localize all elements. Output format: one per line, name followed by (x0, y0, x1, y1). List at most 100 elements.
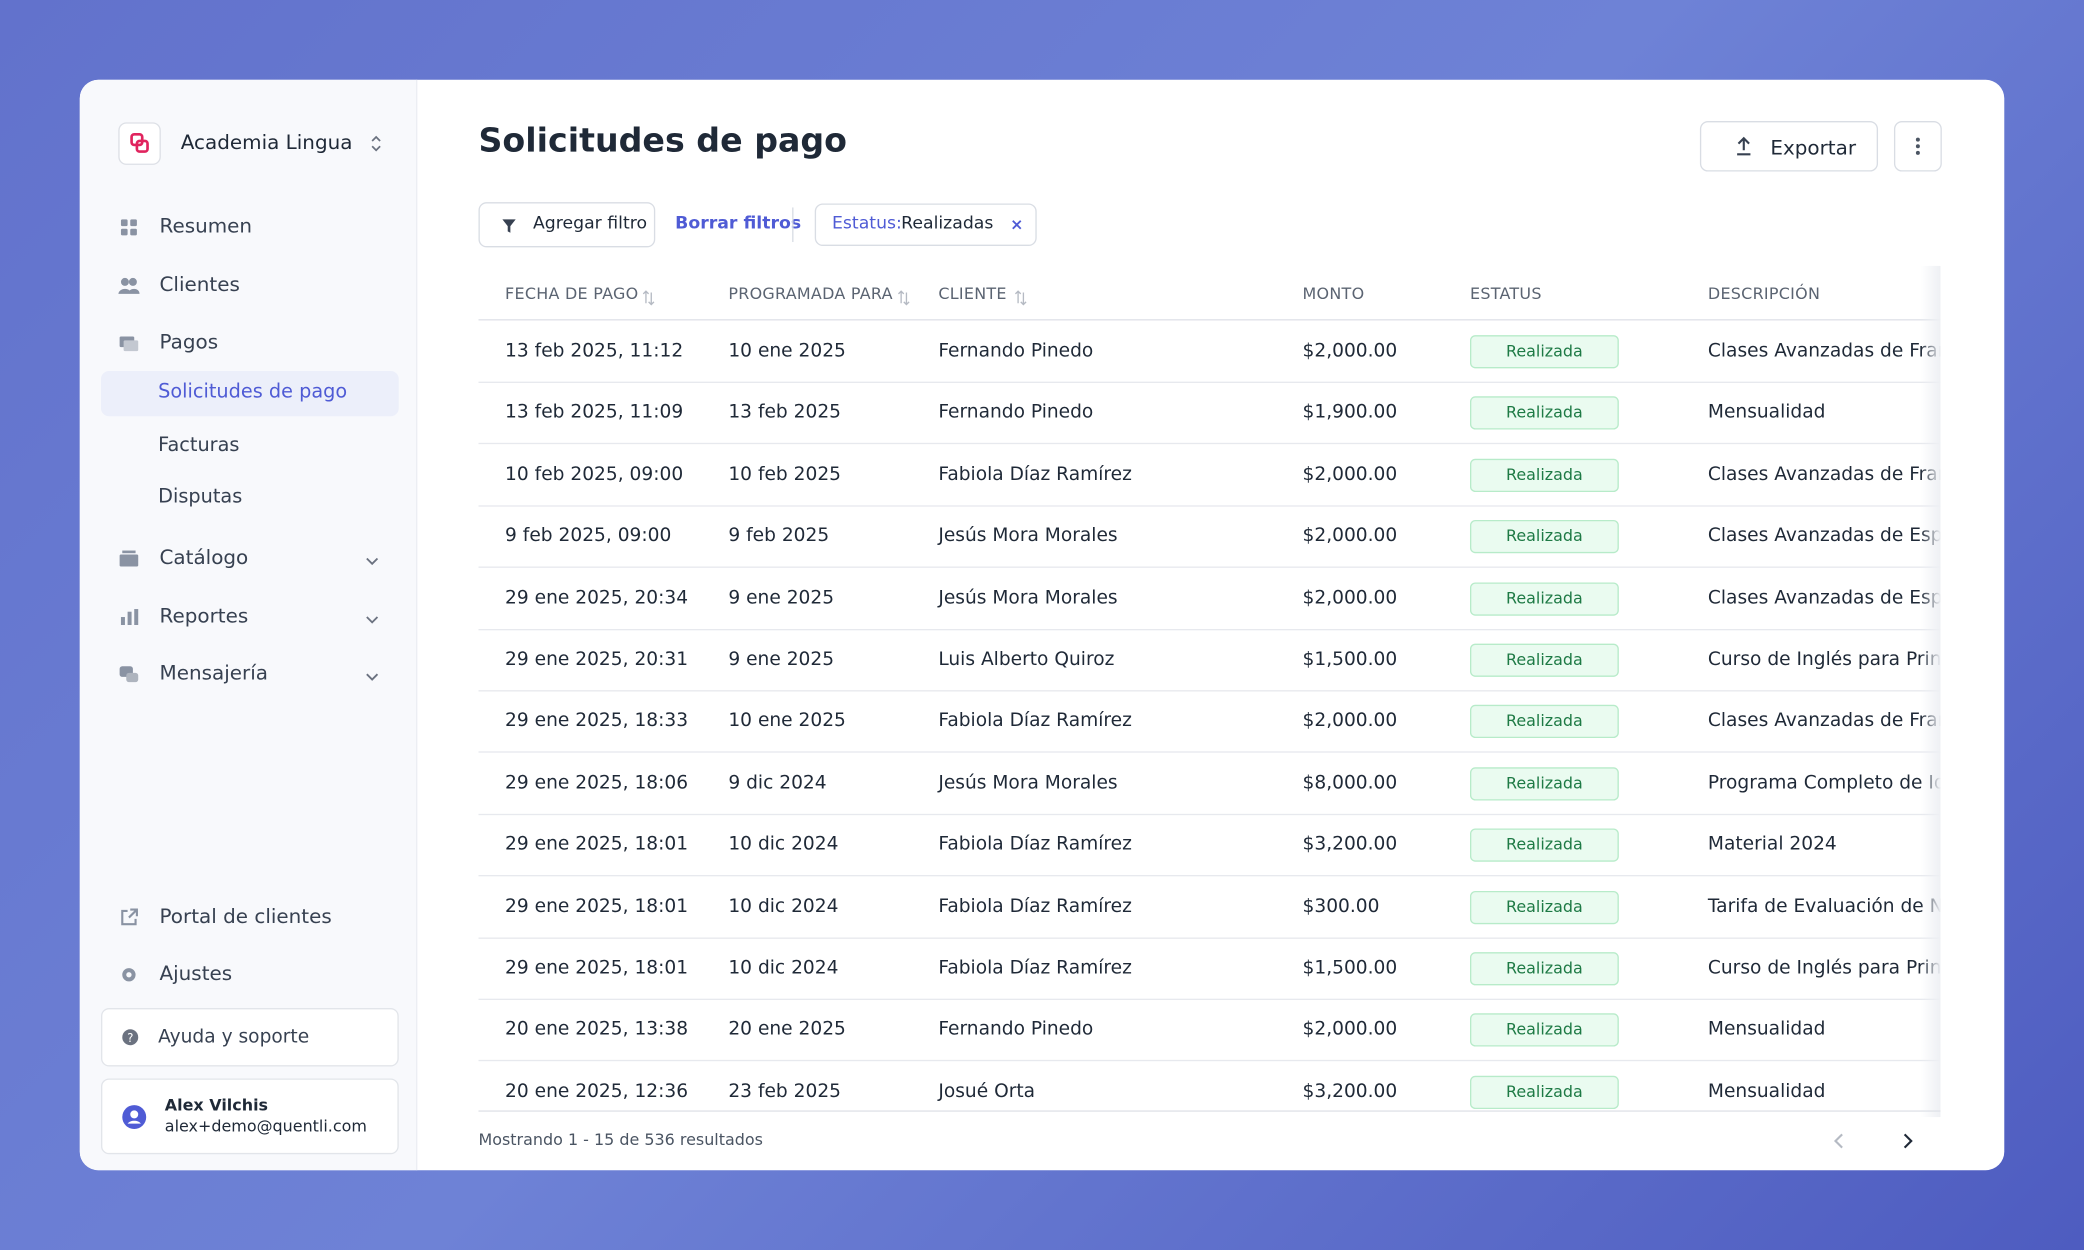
sort-icon (642, 286, 655, 311)
cell: Curso de Inglés para Princi (1707, 648, 1941, 671)
cell: 10 dic 2024 (728, 895, 839, 918)
table-row[interactable]: 29 ene 2025, 18:33 10 ene 2025 Fabiola Día… (478, 691, 1941, 754)
sort-icon (1014, 286, 1027, 311)
table-row[interactable]: 9 feb 2025, 09:00 9 feb 2025 Jesús Mora Mo… (478, 506, 1941, 569)
table-row[interactable]: 20 ene 2025, 12:36 23 feb 2025 Josué Orta $… (478, 1061, 1940, 1110)
next-page[interactable] (1899, 1132, 1915, 1151)
chevron (364, 607, 380, 632)
add-filter-button[interactable]: Agregar filtro (478, 202, 656, 248)
chevron (364, 549, 380, 574)
nav-item[interactable]: Catálogo (159, 545, 249, 570)
org-logo (118, 122, 161, 165)
cell: Clases Avanzadas de Franc (1707, 463, 1941, 486)
cell: Jesús Mora Morales (938, 772, 1118, 794)
status-badge: Realizada (1469, 1013, 1619, 1048)
nav-item[interactable]: Pagos (159, 330, 219, 355)
cell: Jesús Mora Morales (938, 525, 1118, 547)
cell: 20 ene 2025, 13:38 (505, 1019, 689, 1041)
table-row[interactable]: 13 feb 2025, 11:09 13 feb 2025 Fernando Pi… (478, 382, 1941, 445)
cell: 10 feb 2025 (728, 463, 842, 486)
footer-rule (478, 1110, 1941, 1112)
cell: $2,000.00 (1302, 587, 1398, 609)
help-box[interactable]: ? Ayuda y soporte (101, 1007, 399, 1067)
nav-item[interactable]: Resumen (159, 214, 253, 239)
org-switch[interactable] (369, 133, 382, 154)
cell: 13 feb 2025 (728, 402, 842, 424)
table-row[interactable]: 29 ene 2025, 18:01 10 dic 2024 Fabiola Día… (478, 814, 1941, 877)
more-button[interactable] (1893, 121, 1942, 172)
sub-nav-item[interactable]: Disputas (158, 486, 243, 508)
cell: $8,000.00 (1302, 772, 1398, 794)
cell: Mensualidad (1707, 402, 1826, 424)
icon (118, 333, 139, 354)
icon (118, 606, 139, 627)
nav-item[interactable]: Ajustes (159, 961, 233, 986)
cell: Fernando Pinedo (938, 402, 1094, 424)
sub-nav-item[interactable]: Facturas (158, 434, 240, 456)
nav-item[interactable]: Reportes (159, 603, 249, 628)
cell: $300.00 (1302, 895, 1380, 918)
cell: 29 ene 2025, 20:31 (505, 648, 689, 671)
status-badge: Realizada (1469, 952, 1619, 986)
cell: 29 ene 2025, 18:01 (505, 895, 689, 918)
cell: 29 ene 2025, 18:06 (505, 772, 689, 794)
export-button[interactable]: Exportar (1699, 121, 1879, 172)
nav-item[interactable]: Clientes (159, 272, 240, 297)
cell: Fabiola Díaz Ramírez (938, 834, 1132, 856)
column-header[interactable]: FECHA DE PAGO (505, 284, 639, 304)
clear-filters[interactable]: Borrar filtros (675, 214, 802, 235)
cell: 23 feb 2025 (728, 1080, 842, 1103)
table-row[interactable]: 29 ene 2025, 20:31 9 ene 2025 Luis Alberto… (478, 629, 1941, 692)
cell: Material 2024 (1707, 834, 1837, 856)
cell: Clases Avanzadas de Franc (1707, 340, 1941, 362)
status-badge: Realizada (1469, 643, 1619, 677)
chevron (364, 665, 380, 690)
table-row[interactable]: 10 feb 2025, 09:00 10 feb 2025 Fabiola Día… (478, 444, 1941, 507)
cell: 9 ene 2025 (728, 587, 835, 609)
status-badge: Realizada (1469, 828, 1619, 862)
cell: Luis Alberto Quiroz (938, 648, 1115, 671)
table-row[interactable]: 29 ene 2025, 18:01 10 dic 2024 Fabiola Día… (478, 938, 1941, 1001)
scroll-shadow (1920, 265, 1941, 1118)
cell: Mensualidad (1707, 1019, 1826, 1041)
cell: Jesús Mora Morales (938, 587, 1118, 609)
status-badge: Realizada (1469, 705, 1619, 739)
cell: $2,000.00 (1302, 463, 1398, 486)
user-box[interactable]: Alex Vilchis alex+demo@quentli.com (101, 1078, 399, 1155)
org-name[interactable]: Academia Lingua (180, 130, 353, 155)
cell: 20 ene 2025, 12:36 (505, 1080, 689, 1103)
table-row[interactable]: 29 ene 2025, 20:34 9 ene 2025 Jesús Mora M… (478, 567, 1941, 630)
cell: 10 ene 2025 (728, 340, 846, 362)
cell: Clases Avanzadas de Espa (1707, 587, 1941, 609)
column-header: ESTATUS (1469, 284, 1542, 304)
icon (118, 548, 139, 569)
table-row[interactable]: 29 ene 2025, 18:01 10 dic 2024 Fabiola Día… (478, 876, 1941, 939)
status-badge: Realizada (1469, 335, 1619, 369)
table-row[interactable]: 20 ene 2025, 13:38 20 ene 2025 Fernando Pi… (478, 999, 1941, 1062)
cell: Clases Avanzadas de Espa (1707, 525, 1941, 547)
table-row[interactable]: 13 feb 2025, 11:12 10 ene 2025 Fernando Pi… (478, 320, 1941, 383)
cell: Fabiola Díaz Ramírez (938, 710, 1132, 732)
column-header[interactable]: CLIENTE (938, 284, 1007, 304)
cell: $2,000.00 (1302, 525, 1398, 547)
cell: 29 ene 2025, 20:34 (505, 587, 689, 609)
table-row[interactable]: 29 ene 2025, 18:06 9 dic 2024 Jesús Mora M… (478, 752, 1941, 815)
column-header[interactable]: PROGRAMADA PARA (728, 284, 893, 304)
icon (118, 275, 140, 296)
nav-item[interactable]: Mensajería (159, 661, 268, 686)
chip-remove[interactable] (1010, 218, 1023, 231)
cell: 20 ene 2025 (728, 1019, 846, 1041)
sub-nav-item[interactable]: Solicitudes de pago (158, 381, 348, 403)
cell: Fernando Pinedo (938, 340, 1094, 362)
cell: $1,500.00 (1302, 957, 1398, 979)
nav-item[interactable]: Portal de clientes (159, 904, 332, 929)
cell: $2,000.00 (1302, 1019, 1398, 1041)
prev-page[interactable] (1831, 1132, 1847, 1151)
cell: $1,900.00 (1302, 402, 1398, 424)
main: Solicitudes de pago Exportar Agregar fil… (478, 80, 1942, 1170)
filter-chip[interactable]: Estatus: Realizadas (814, 203, 1037, 247)
cell: 13 feb 2025, 11:09 (505, 402, 684, 424)
user-email: alex+demo@quentli.com (164, 1117, 367, 1136)
pagination-summary: Mostrando 1 - 15 de 536 resultados (478, 1130, 763, 1149)
